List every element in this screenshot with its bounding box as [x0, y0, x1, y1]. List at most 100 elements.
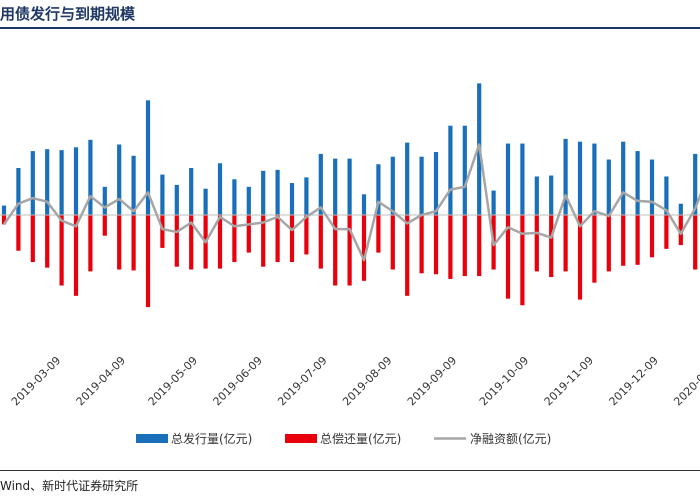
repayment-bar-28	[405, 215, 410, 296]
repayment-bar-21	[304, 215, 309, 255]
issuance-bar-37	[534, 176, 539, 215]
issuance-bar-45	[649, 159, 655, 215]
repayment-bar-39	[563, 215, 568, 272]
repayment-bar-26	[376, 215, 381, 253]
repayment-bar-10	[145, 215, 151, 308]
issuance-bar-36	[520, 143, 525, 215]
repayment-bar-13	[189, 215, 194, 270]
repayment-bar-37	[534, 215, 539, 272]
repayment-bar-27	[390, 215, 395, 270]
issuance-bar-15	[217, 163, 223, 215]
repayment-bar-43	[621, 215, 626, 266]
repayment-bar-19	[275, 215, 280, 262]
issuance-bar-6	[88, 139, 93, 215]
repayment-bar-4	[59, 215, 64, 286]
repayment-bar-8	[117, 215, 122, 270]
repayment-bar-6	[88, 215, 93, 272]
repayment-bar-12	[174, 215, 179, 267]
issuance-bar-30	[433, 152, 439, 215]
legend-label-repayment: 总偿还量(亿元)	[320, 431, 401, 446]
repayment-bar-0	[1, 215, 7, 225]
repayment-bar-16	[232, 215, 237, 262]
repayment-bar-31	[448, 215, 453, 279]
issuance-bar-20	[289, 183, 295, 215]
repayment-bar-29	[419, 215, 424, 274]
repayment-bar-35	[505, 215, 511, 299]
issuance-bar-23	[333, 158, 338, 215]
issuance-bar-9	[131, 155, 136, 215]
x-tick-label: 2019-05-09	[146, 354, 200, 408]
repayment-bar-3	[45, 215, 50, 268]
net-financing-line	[2, 143, 700, 262]
issuance-bar-28	[405, 142, 410, 215]
repayment-bars	[1, 215, 698, 308]
issuance-bar-41	[592, 143, 597, 215]
issuance-bar-27	[390, 156, 395, 215]
repayment-bar-1	[16, 215, 21, 251]
bottom-divider	[0, 470, 700, 471]
x-tick-label: 2019-11-09	[542, 354, 596, 408]
issuance-bar-1	[16, 168, 21, 215]
repayment-bar-25	[361, 215, 367, 281]
repayment-bar-2	[30, 215, 35, 262]
legend-label-net: 净融资额(亿元)	[470, 431, 551, 446]
x-tick-label: 2019-12-09	[607, 354, 661, 408]
repayment-bar-40	[577, 215, 583, 300]
x-tick-label: 2019-06-09	[211, 354, 265, 408]
legend-swatch-issuance	[136, 434, 168, 443]
repayment-bar-48	[693, 215, 698, 270]
issuance-bar-38	[549, 175, 554, 215]
repayment-bar-5	[73, 215, 79, 296]
issuance-bar-25	[361, 194, 367, 215]
issuance-bar-42	[606, 159, 611, 215]
page-title: 用债发行与到期规模	[0, 5, 136, 23]
issuance-bar-22	[318, 153, 323, 215]
repayment-bar-42	[606, 215, 611, 272]
issuance-bar-19	[275, 169, 280, 215]
issuance-bar-40	[577, 141, 583, 215]
repayment-bar-30	[433, 215, 439, 275]
issuance-bar-35	[505, 143, 511, 215]
issuance-bar-48	[693, 153, 698, 215]
issuance-bar-4	[59, 150, 64, 215]
issuance-bar-14	[203, 188, 208, 215]
repayment-bar-17	[246, 215, 251, 253]
legend-swatch-repayment	[285, 434, 317, 443]
repayment-bar-7	[102, 215, 107, 236]
issuance-bar-34	[491, 190, 496, 215]
repayment-bar-9	[131, 215, 136, 271]
issuance-bar-12	[174, 184, 179, 215]
issuance-bar-18	[261, 170, 266, 215]
issuance-bar-2	[30, 151, 35, 215]
issuance-bar-24	[347, 158, 352, 215]
repayment-bar-41	[592, 215, 597, 283]
repayment-bar-20	[289, 215, 295, 262]
issuance-bar-29	[419, 156, 424, 215]
legend: 总发行量(亿元) 总偿还量(亿元) 净融资额(亿元)	[136, 431, 551, 446]
repayment-bar-15	[217, 215, 223, 269]
repayment-bar-18	[261, 215, 266, 267]
x-tick-label: 2019-10-09	[477, 354, 531, 408]
issuance-bar-17	[246, 186, 251, 215]
issuance-maturity-chart: 2019-03-09 2019-04-09 2019-05-09 2019-06-09…	[0, 83, 700, 446]
issuance-bar-26	[376, 164, 381, 215]
repayment-bar-47	[678, 215, 683, 246]
issuance-bar-0	[1, 205, 7, 215]
repayment-bar-44	[635, 215, 640, 265]
issuance-bar-10	[145, 100, 151, 215]
x-tick-label: 2020-01-09	[671, 354, 700, 408]
issuance-bar-46	[664, 176, 669, 215]
repayment-bar-46	[664, 215, 669, 249]
issuance-bar-3	[45, 149, 50, 215]
x-tick-label: 2019-08-09	[340, 354, 394, 408]
issuance-bar-44	[635, 151, 640, 215]
issuance-bar-16	[232, 179, 237, 215]
repayment-bar-22	[318, 215, 323, 269]
issuance-bar-31	[448, 125, 453, 215]
x-tick-label: 2019-09-09	[405, 354, 459, 408]
issuance-bar-13	[189, 168, 194, 215]
x-tick-label: 2019-03-09	[9, 354, 63, 408]
issuance-bar-5	[73, 147, 79, 215]
repayment-bar-32	[462, 215, 467, 277]
top-divider	[0, 27, 700, 29]
